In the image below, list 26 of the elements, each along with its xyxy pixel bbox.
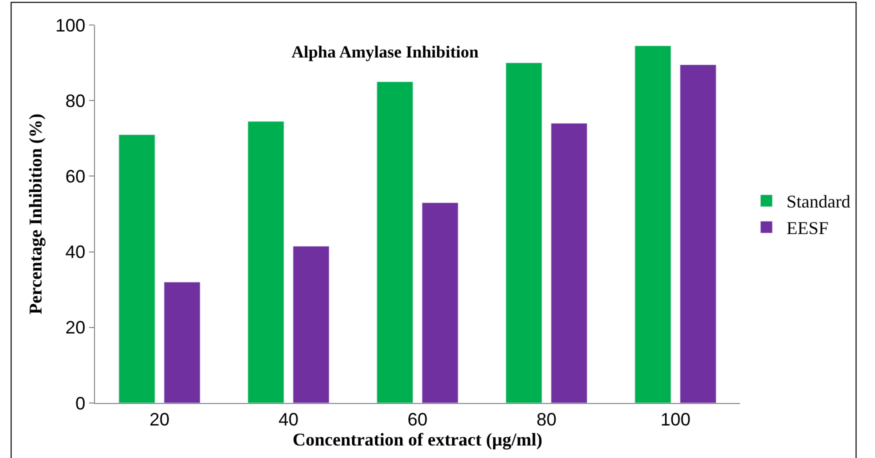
- x-tick-label: 20: [149, 410, 170, 430]
- text: Alpha Amylase Inhibition: [291, 42, 480, 62]
- x-axis-title: Concentration of extract (µg/ml): [292, 430, 542, 450]
- legend-label: EESF: [786, 218, 828, 238]
- bar: [422, 202, 458, 403]
- bar: [118, 134, 156, 403]
- y-tick-label: 100: [55, 15, 86, 36]
- y-axis-title: Percentage Inhibition (%): [26, 114, 46, 314]
- y-tick-label: 80: [65, 90, 86, 111]
- bar: [634, 46, 672, 403]
- bar: [550, 123, 588, 403]
- y-tick-label: 40: [65, 242, 86, 262]
- bar: [248, 121, 284, 403]
- legend-label: Standard: [786, 192, 850, 212]
- bar: [680, 64, 716, 403]
- y-tick-label: 60: [65, 166, 86, 186]
- x-tick-label: 40: [278, 410, 299, 430]
- x-tick-label: 100: [660, 410, 691, 430]
- y-tick-label: 20: [65, 318, 86, 338]
- x-tick-label: 60: [407, 410, 428, 430]
- bar: [376, 81, 414, 403]
- bar: [292, 246, 330, 403]
- y-tick-label: 0: [75, 393, 86, 414]
- bar: [506, 62, 542, 403]
- bar: [164, 282, 200, 403]
- x-tick-label: 80: [536, 410, 557, 430]
